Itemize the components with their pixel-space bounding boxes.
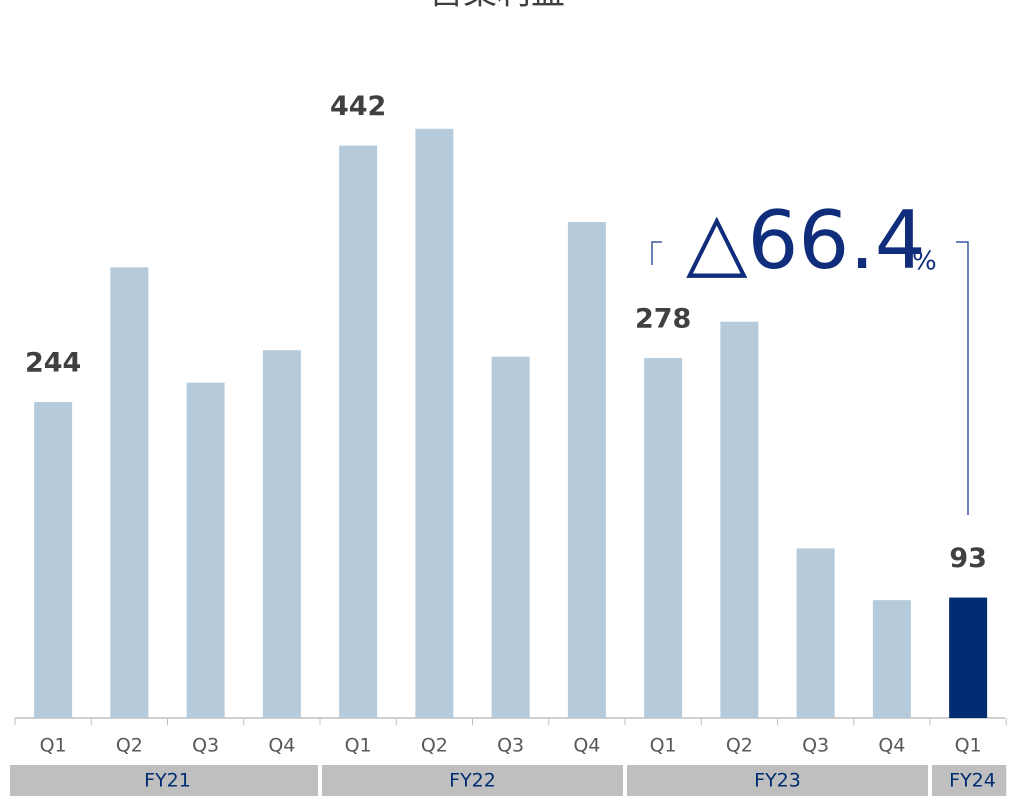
x-tick-label: Q1 — [345, 735, 372, 757]
x-tick-label: Q2 — [116, 735, 143, 757]
chart-title: 営業利益 — [429, 0, 565, 13]
x-tick-label: Q1 — [40, 735, 67, 757]
bar — [110, 267, 149, 718]
value-label: 93 — [949, 543, 987, 574]
bar — [262, 350, 301, 718]
bar — [491, 356, 530, 718]
group-label: FY22 — [449, 770, 496, 792]
group-band — [627, 765, 928, 796]
bar — [567, 222, 606, 718]
bar — [872, 600, 911, 718]
bar — [339, 145, 378, 719]
x-tick-label: Q1 — [650, 735, 677, 757]
x-tick-label: Q4 — [878, 735, 905, 757]
x-tick-label: Q3 — [497, 735, 524, 757]
group-band — [10, 765, 318, 796]
bar — [186, 382, 225, 718]
bar — [949, 597, 988, 718]
group-band — [932, 765, 1007, 796]
value-label: 244 — [25, 348, 81, 379]
x-tick-label: Q1 — [955, 735, 982, 757]
annotation-bracket — [651, 241, 969, 515]
bar — [415, 128, 454, 718]
group-band — [322, 765, 623, 796]
bar — [644, 357, 683, 718]
x-tick-label: Q2 — [421, 735, 448, 757]
x-tick-label: Q4 — [573, 735, 600, 757]
x-tick-label: Q3 — [802, 735, 829, 757]
annotation-unit: % — [912, 247, 937, 277]
annotation-text: △66.4 — [686, 194, 926, 287]
bar — [34, 402, 73, 718]
value-label: 278 — [635, 303, 691, 334]
x-tick-label: Q3 — [192, 735, 219, 757]
group-label: FY21 — [144, 770, 191, 792]
group-label: FY24 — [949, 770, 996, 792]
group-label: FY23 — [754, 770, 801, 792]
bar — [720, 321, 759, 718]
x-tick-label: Q2 — [726, 735, 753, 757]
bar — [796, 548, 835, 718]
x-tick-label: Q4 — [268, 735, 295, 757]
value-label: 442 — [330, 91, 386, 122]
